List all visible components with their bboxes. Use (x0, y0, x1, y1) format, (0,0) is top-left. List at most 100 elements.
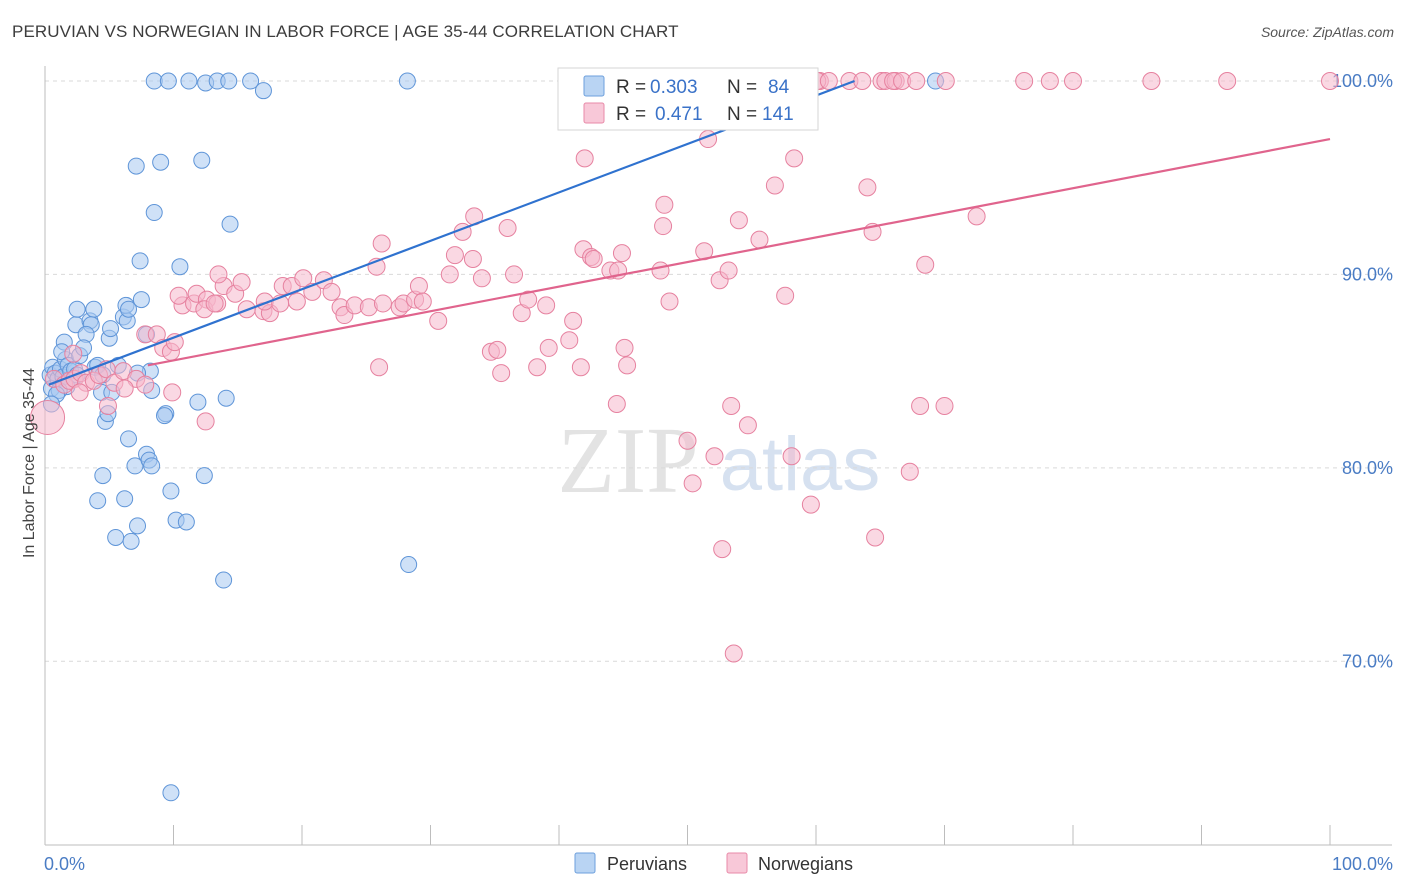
y-tick-label: 80.0% (1342, 458, 1393, 478)
peruvians-point (94, 467, 112, 485)
series-norwegians (30, 72, 1339, 663)
norwegians-point (785, 149, 804, 168)
peruvians-point (131, 252, 149, 270)
norwegians-point (765, 176, 784, 195)
y-tick-label: 100.0% (1332, 71, 1393, 91)
peruvians-point (180, 72, 198, 90)
norwegians-point (1040, 72, 1059, 91)
norwegians-point (294, 269, 313, 288)
tick-labels: 70.0% 80.0% 90.0% 100.0% 0.0% 100.0% (44, 71, 1393, 874)
peruvians-point (398, 72, 416, 90)
norwegians-point (163, 383, 182, 402)
norwegians-point (724, 644, 743, 663)
norwegians-point (488, 340, 507, 359)
stats-legend: R = 0.303 N = 84 R = 0.471 N = 141 (557, 67, 819, 131)
legend-n-label-norwegians: N = (727, 104, 757, 125)
peruvians-point (242, 72, 260, 90)
norwegians-point (936, 72, 955, 91)
norwegians-point (115, 379, 134, 398)
norwegians-point (722, 396, 741, 415)
norwegians-point (907, 72, 926, 91)
peruvians-point (156, 407, 174, 425)
peruvians-point (254, 82, 272, 100)
norwegians-point (564, 311, 583, 330)
y-tick-label: 90.0% (1342, 264, 1393, 284)
peruvians-point (132, 291, 150, 309)
norwegians-point (935, 396, 954, 415)
peruvians-point (159, 72, 177, 90)
norwegians-point (655, 195, 674, 214)
norwegians-point (678, 431, 697, 450)
norwegians-point (492, 364, 511, 383)
peruvians-point (85, 300, 103, 318)
norwegians-point (98, 396, 117, 415)
x-tick-label-min: 0.0% (44, 854, 85, 874)
bottom-legend-peruvians: Peruvians (607, 854, 687, 874)
peruvians-point (143, 457, 161, 475)
norwegians-point (801, 495, 820, 514)
norwegians-point (911, 396, 930, 415)
peruvians-point (400, 556, 418, 574)
norwegians-point (713, 540, 732, 559)
norwegians-point (169, 286, 188, 305)
axes (44, 66, 1392, 846)
norwegians-point (370, 358, 389, 377)
norwegians-point (136, 375, 155, 394)
norwegians-point (463, 249, 482, 268)
peruvians-point (127, 157, 145, 175)
x-tick-label-max: 100.0% (1332, 854, 1393, 874)
norwegians-point (719, 261, 738, 280)
peruvians-point (217, 389, 235, 407)
legend-r-label-norwegians: R = (616, 104, 646, 125)
peruvians-point (162, 482, 180, 500)
watermark-zip: ZIP (558, 409, 699, 513)
norwegians-point (373, 294, 392, 313)
norwegians-point (738, 416, 757, 435)
norwegians-point (618, 356, 637, 375)
norwegians-point (209, 265, 228, 284)
norwegians-point (498, 219, 517, 238)
norwegians-point (472, 269, 491, 288)
norwegians-point (782, 447, 801, 466)
norwegians-point (705, 447, 724, 466)
peruvians-point (189, 393, 207, 411)
norwegians-point (575, 149, 594, 168)
norwegians-point (528, 358, 547, 377)
norwegians-point (967, 207, 986, 226)
norwegians-point (205, 294, 224, 313)
norwegians-point (1321, 72, 1339, 91)
norwegians-point (729, 211, 748, 230)
peruvians-point (129, 517, 147, 535)
peruvians-point (122, 532, 140, 550)
norwegians-point (900, 462, 919, 481)
norwegians-point (322, 282, 341, 301)
norwegians-point (30, 400, 66, 436)
norwegians-point (505, 265, 524, 284)
peruvians-point (152, 153, 170, 171)
legend-swatch-peruvians (583, 75, 605, 97)
norwegians-point (1218, 72, 1237, 91)
bottom-legend-swatch-peruvians (574, 852, 596, 874)
legend-r-value-norwegians: 0.471 (655, 104, 703, 125)
legend-r-label-peruvians: R = (616, 77, 646, 98)
norwegians-point (916, 255, 935, 274)
norwegians-point (612, 244, 631, 263)
norwegians-point (651, 261, 670, 280)
peruvians-point (120, 430, 138, 448)
norwegians-point (372, 234, 391, 253)
legend-n-value-peruvians: 84 (768, 77, 790, 98)
norwegians-point (1015, 72, 1034, 91)
norwegians-point (584, 249, 603, 268)
peruvians-point (145, 204, 163, 222)
norwegians-point (853, 72, 872, 91)
legend-n-value-norwegians: 141 (762, 104, 794, 125)
norwegians-point (1064, 72, 1082, 91)
norwegians-point (232, 273, 251, 292)
watermark-atlas: atlas (720, 422, 881, 507)
y-tick-label: 70.0% (1342, 651, 1393, 671)
norwegians-point (70, 383, 89, 402)
norwegians-point (287, 292, 306, 311)
norwegians-point (858, 178, 877, 197)
peruvians-point (89, 492, 107, 510)
